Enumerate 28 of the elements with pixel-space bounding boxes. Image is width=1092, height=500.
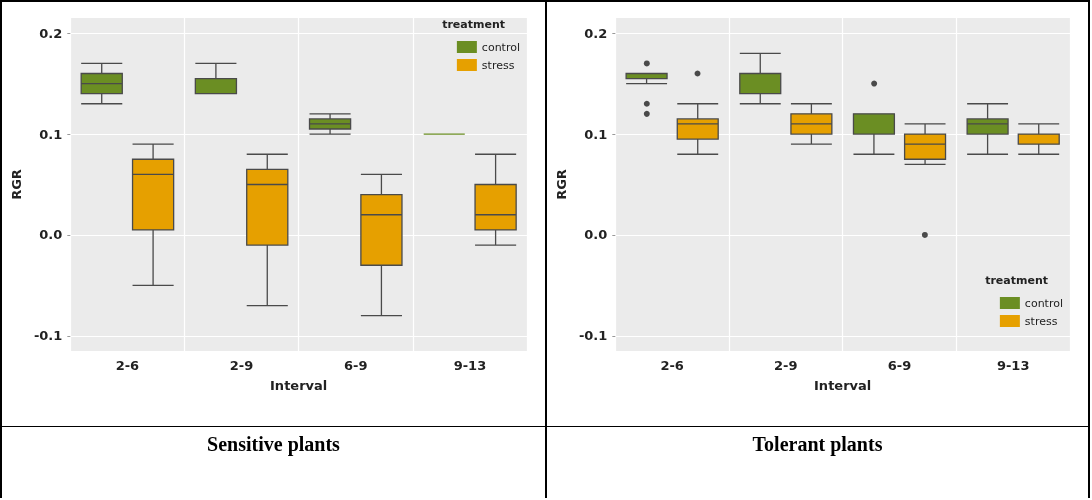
y-axis-title: RGR [554,169,569,200]
y-tick-label: -0.1 [578,328,608,344]
x-tick-label: 6-9 [344,358,368,373]
y-tick-label: 0.2 [584,25,608,41]
x-tick-label: 9-13 [996,358,1030,373]
y-tick-label: 0.0 [584,227,608,243]
y-tick-label: 0.1 [584,126,608,142]
x-axis-title: Interval [270,378,328,393]
x-tick-label: 2-6 [115,358,140,373]
x-tick-label: 2-9 [774,358,798,373]
x-tick-label: 2-6 [660,358,684,373]
legend-title: treatment [985,274,1049,287]
legend-label: control [481,40,521,54]
x-tick-label: 2-9 [229,358,254,373]
text: Tolerant plants [547,426,1088,498]
y-tick-label: 0.2 [39,25,63,41]
legend-label: control [1024,296,1064,310]
y-tick-label: -0.1 [33,328,63,344]
x-tick-label: 9-13 [453,358,487,373]
y-axis-title: RGR [9,169,24,200]
y-tick-label: 0.1 [39,126,63,142]
x-axis-title: Interval [814,378,872,393]
legend-label: stress [1024,314,1058,328]
y-tick-label: 0.0 [39,227,63,243]
legend-title: treatment [442,18,506,31]
legend-label: stress [481,58,515,72]
x-tick-label: 6-9 [887,358,912,373]
text: Sensitive plants [2,426,545,498]
